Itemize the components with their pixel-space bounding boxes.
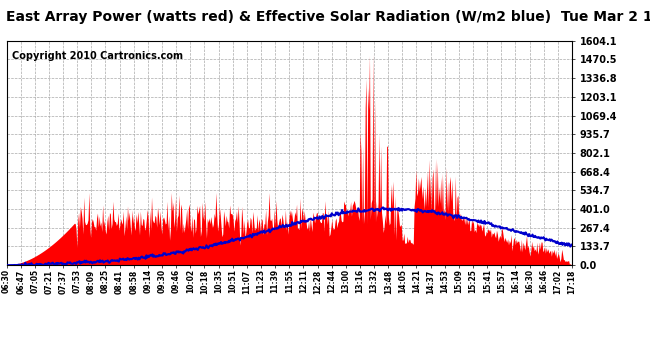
Text: Copyright 2010 Cartronics.com: Copyright 2010 Cartronics.com [12,51,183,61]
Text: East Array Power (watts red) & Effective Solar Radiation (W/m2 blue)  Tue Mar 2 : East Array Power (watts red) & Effective… [6,10,650,24]
